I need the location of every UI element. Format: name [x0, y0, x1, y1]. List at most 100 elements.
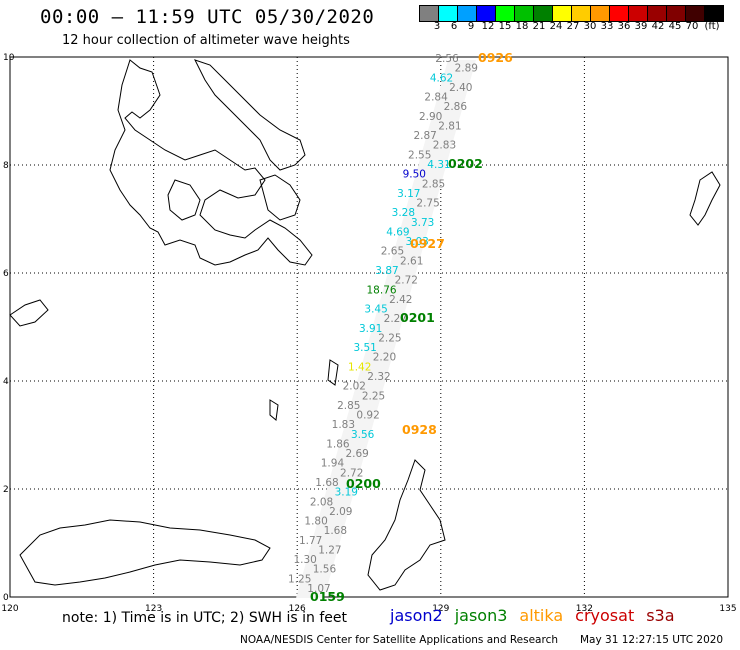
colorbar-tick-label: 30 — [583, 21, 597, 32]
colorbar-tick-label: 27 — [566, 21, 580, 32]
swh-value-label: 1.42 — [348, 361, 371, 373]
timestamp-text: May 31 12:27:15 UTC 2020 — [580, 634, 724, 646]
pass-time-label: 0202 — [448, 156, 483, 171]
swh-value-label: 2.81 — [438, 120, 461, 132]
coastline-mindanao — [109, 59, 313, 266]
colorbar-tick-label: 70 — [685, 21, 699, 32]
swh-value-label: 1.80 — [304, 516, 327, 528]
colorbar-unit: (ft) — [704, 21, 720, 32]
swh-value-label: 1.30 — [293, 554, 316, 566]
satellite-legend-item: jason2 — [390, 606, 443, 625]
swh-value-label: 3.87 — [375, 265, 398, 277]
swh-value-label: 3.03 — [405, 236, 428, 248]
swh-value-label: 3.73 — [411, 217, 434, 229]
latitude-label: 0 — [3, 593, 9, 603]
swh-value-label: 2.85 — [337, 400, 360, 412]
swh-value-label: 1.83 — [332, 419, 355, 431]
coastline-palau — [689, 171, 721, 226]
swh-value-label: 1.94 — [321, 458, 345, 470]
swh-value-label: 2.89 — [455, 63, 478, 75]
coastlines — [9, 59, 721, 591]
satellite-legend-item: jason3 — [454, 606, 508, 625]
swh-value-label: 2.65 — [381, 246, 404, 258]
credit-text: NOAA/NESDIS Center for Satellite Applica… — [240, 634, 558, 646]
swh-value-label: 0.92 — [356, 410, 379, 422]
swh-value-label: 1.25 — [288, 573, 311, 585]
swh-value-label: 1.56 — [313, 564, 337, 576]
swh-value-label: 1.27 — [318, 544, 341, 556]
longitude-label: 129 — [432, 604, 449, 614]
swh-value-label: 2.20 — [373, 352, 396, 364]
coastline-west-islands — [9, 299, 49, 327]
colorbar-tick-label: 39 — [634, 21, 648, 32]
pass-time-label: 0928 — [402, 422, 437, 437]
swh-value-label: 2.75 — [416, 198, 439, 210]
pass-time-label: 0159 — [310, 589, 345, 604]
pass-time-labels-layer: 0926 0202 0927 0201 0928 0200 0159 — [310, 50, 513, 604]
map-frame — [9, 56, 729, 598]
colorbar-tick-label: 3 — [433, 21, 441, 32]
swh-value-label: 2.85 — [422, 178, 445, 190]
swh-value-label: 2.27 — [384, 313, 407, 325]
swh-value-label: 1.86 — [326, 438, 350, 450]
pass-time-label: 0201 — [400, 310, 435, 325]
longitude-label: 126 — [289, 604, 306, 614]
swh-value-label: 3.19 — [335, 487, 358, 499]
swh-value-label: 2.09 — [329, 506, 352, 518]
pass-time-label: 0927 — [410, 236, 445, 251]
swh-value-label: 1.68 — [315, 477, 338, 489]
latitude-label: 10 — [3, 53, 15, 63]
swh-value-label: 1.77 — [299, 535, 322, 547]
swh-value-label: 2.56 — [435, 53, 459, 65]
latitude-label: 2 — [3, 485, 9, 495]
colorbar-tick-label: 24 — [549, 21, 563, 32]
swh-value-label: 2.42 — [389, 294, 412, 306]
swh-value-label: 2.08 — [310, 496, 333, 508]
swh-value-label: 2.40 — [449, 82, 472, 94]
swh-value-label: 2.84 — [424, 92, 448, 104]
coastline-island-north — [194, 59, 306, 171]
pass-time-label: 0926 — [478, 50, 513, 65]
colorbar-tick-label: 12 — [481, 21, 495, 32]
longitude-label: 120 — [1, 604, 18, 614]
coastline-halmahera — [367, 459, 446, 591]
latitude-label: 6 — [3, 269, 9, 279]
pass-time-label: 0200 — [346, 476, 381, 491]
note-text: note: 1) Time is in UTC; 2) SWH is in fe… — [62, 610, 348, 626]
colorbar-cell — [704, 5, 724, 22]
swh-value-label: 1.68 — [324, 525, 347, 537]
swh-value-label: 4.31 — [427, 159, 450, 171]
swh-value-label: 2.69 — [345, 448, 368, 460]
colorbar-tick-label: 45 — [668, 21, 682, 32]
colorbar-tick-label: 42 — [651, 21, 665, 32]
satellite-legend-item: cryosat — [575, 606, 635, 625]
swh-value-label: 3.56 — [351, 429, 375, 441]
swh-value-label: 2.86 — [444, 101, 468, 113]
swh-value-label: 2.90 — [419, 111, 442, 123]
swh-value-label: 3.91 — [359, 323, 382, 335]
swh-value-label: 2.87 — [413, 130, 436, 142]
colorbar-tick-label: 33 — [600, 21, 614, 32]
swh-value-label: 2.55 — [408, 149, 431, 161]
swh-value-label: 2.25 — [362, 390, 385, 402]
swh-value-label: 3.17 — [397, 188, 420, 200]
longitude-label: 135 — [719, 604, 736, 614]
swh-value-label: 4.69 — [386, 226, 409, 238]
coastline-central — [167, 179, 201, 221]
latitude-label: 4 — [3, 377, 9, 387]
coastline-small-island-1 — [327, 359, 339, 386]
swh-value-label: 9.50 — [403, 169, 426, 181]
swh-value-label: 2.25 — [378, 332, 401, 344]
swh-value-label: 4.62 — [430, 72, 453, 84]
satellite-legend: jason2 jason3 altika cryosat s3a — [390, 606, 675, 625]
map-subtitle: 12 hour collection of altimeter wave hei… — [62, 33, 350, 48]
coastline-east — [259, 174, 301, 221]
swh-labels-layer: 2.562.894.622.402.842.862.902.812.872.83… — [288, 53, 478, 595]
swh-value-label: 2.72 — [395, 275, 418, 287]
axis-labels: 120 123 126 129 132 135 10 8 6 4 2 0 — [1, 53, 736, 614]
colorbar-tick-label: 18 — [515, 21, 529, 32]
coastline-small-island-2 — [269, 399, 279, 421]
swh-value-label: 3.51 — [353, 342, 376, 354]
swh-value-label: 3.28 — [392, 207, 415, 219]
swh-value-label: 3.45 — [364, 304, 387, 316]
